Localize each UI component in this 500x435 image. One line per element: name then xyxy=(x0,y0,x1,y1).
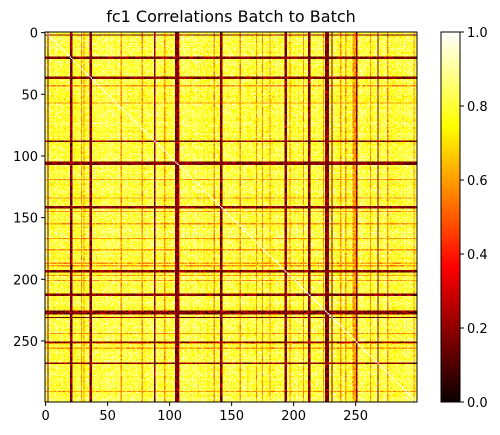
y-axis: 0 50 100 150 200 250 xyxy=(13,27,45,350)
x-tick-label: 250 xyxy=(343,409,368,424)
x-tick-label: 50 xyxy=(99,409,116,424)
colorbar-tick-label: 1.0 xyxy=(467,26,488,41)
heatmap-image xyxy=(45,32,417,402)
colorbar-tick-label: 0.8 xyxy=(467,100,488,115)
colorbar-axis: 0.0 0.2 0.4 0.6 0.8 1.0 xyxy=(460,26,488,411)
x-tick-label: 150 xyxy=(219,409,244,424)
y-tick-label: 50 xyxy=(21,88,38,103)
x-tick-label: 0 xyxy=(41,409,49,424)
plot-frame xyxy=(44,31,418,403)
colorbar xyxy=(440,31,461,403)
heatmap xyxy=(45,32,417,402)
y-tick-label: 100 xyxy=(13,150,38,165)
colorbar-tick-label: 0.2 xyxy=(467,322,488,337)
colorbar-tick-label: 0.6 xyxy=(467,174,488,189)
y-tick-label: 0 xyxy=(30,27,38,42)
colorbar-tick-label: 0.0 xyxy=(467,396,488,411)
y-tick-label: 250 xyxy=(13,335,38,350)
chart-title: fc1 Correlations Batch to Batch xyxy=(106,7,356,26)
colorbar-tick-label: 0.4 xyxy=(467,248,488,263)
y-tick-label: 150 xyxy=(13,212,38,227)
x-tick-label: 100 xyxy=(157,409,182,424)
x-tick-label: 200 xyxy=(281,409,306,424)
y-tick-label: 200 xyxy=(13,273,38,288)
x-axis: 0 50 100 150 200 250 xyxy=(41,402,368,424)
